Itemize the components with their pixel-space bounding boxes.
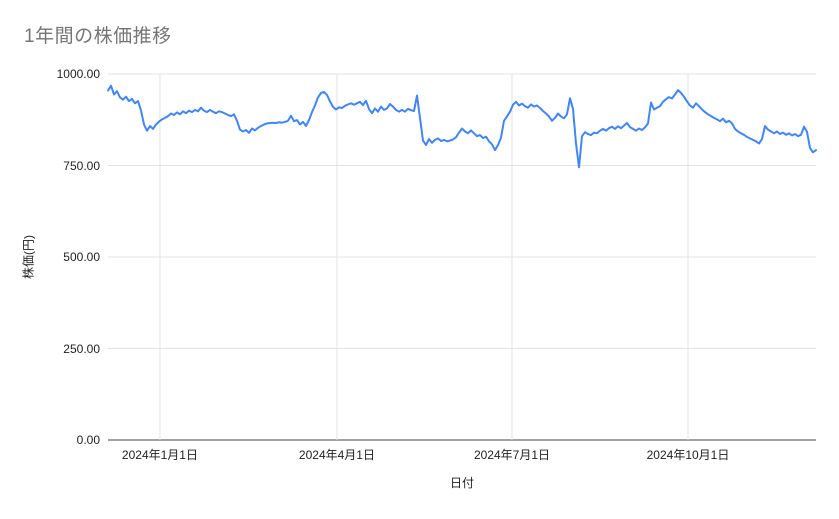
- x-tick-label: 2024年4月1日: [298, 448, 375, 462]
- y-tick-label: 500.00: [63, 250, 100, 264]
- y-tick-label: 0.00: [76, 433, 100, 447]
- x-tick-label: 2024年10月1日: [646, 448, 730, 462]
- x-axis-title: 日付: [449, 476, 475, 490]
- x-tick-label: 2024年7月1日: [473, 448, 551, 462]
- chart-title: 1年間の株価推移: [24, 26, 172, 47]
- y-axis-title: 株価(円): [21, 235, 36, 279]
- y-tick-label: 1000.00: [56, 67, 100, 81]
- x-tick-label: 2024年1月1日: [121, 448, 198, 462]
- stock-price-line: [107, 84, 817, 169]
- y-tick-label: 750.00: [63, 158, 100, 173]
- y-tick-label: 250.00: [63, 341, 100, 356]
